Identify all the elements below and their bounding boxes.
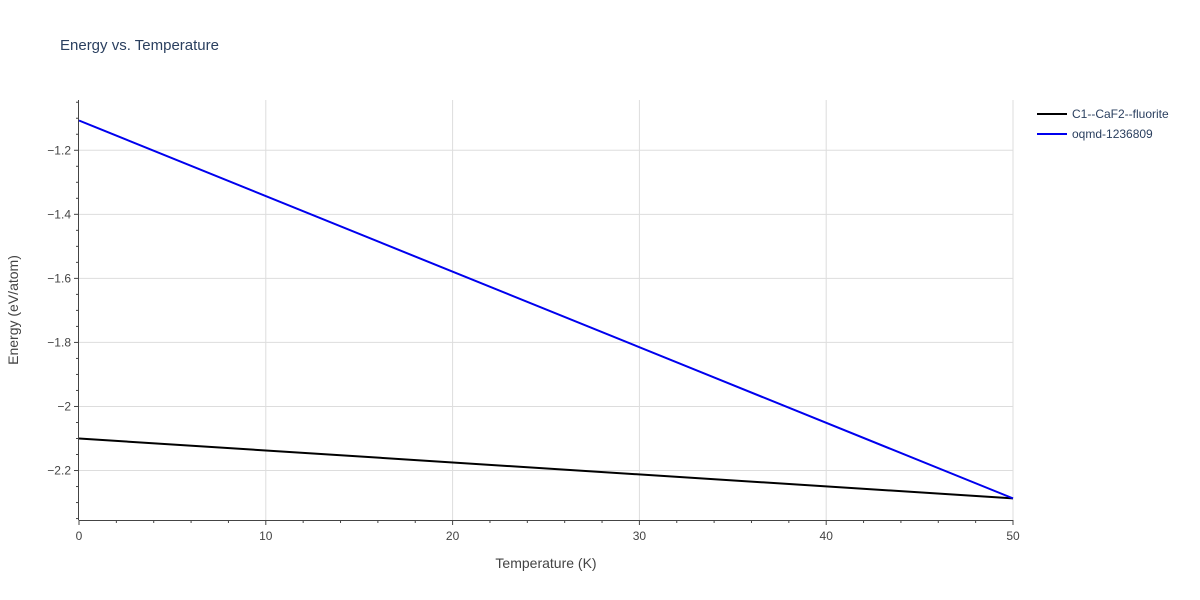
y-tick-label: −1.4 xyxy=(47,207,71,221)
legend-item[interactable]: C1--CaF2--fluorite xyxy=(1037,107,1169,121)
x-tick-label: 50 xyxy=(1006,529,1020,543)
x-tick-label: 20 xyxy=(446,529,460,543)
y-tick-label: −1.2 xyxy=(47,143,71,157)
series-line xyxy=(78,119,1014,500)
x-tick-label: 40 xyxy=(820,529,834,543)
y-tick-label: −2.2 xyxy=(47,464,71,478)
y-axis-ticks: −1.2 −1.4 −1.6 −1.8 −2 −2.2 xyxy=(47,101,79,520)
legend-label: oqmd-1236809 xyxy=(1072,127,1153,141)
y-tick-label: −1.6 xyxy=(47,271,71,285)
x-tick-label: 0 xyxy=(76,529,83,543)
legend[interactable]: C1--CaF2--fluorite oqmd-1236809 xyxy=(1037,107,1169,141)
x-axis-title: Temperature (K) xyxy=(495,555,596,571)
y-tick-label: −1.8 xyxy=(47,335,71,349)
legend-label: C1--CaF2--fluorite xyxy=(1072,107,1169,121)
y-tick-label: −2 xyxy=(57,399,71,413)
x-tick-label: 30 xyxy=(633,529,647,543)
x-axis-ticks: 0 10 20 30 40 50 xyxy=(76,520,1020,543)
series-layer xyxy=(78,119,1014,500)
y-gridlines xyxy=(79,149,1013,472)
legend-item[interactable]: oqmd-1236809 xyxy=(1037,127,1153,141)
series-line xyxy=(78,437,1014,500)
x-tick-label: 10 xyxy=(259,529,273,543)
chart-title: Energy vs. Temperature xyxy=(60,37,219,54)
y-axis-title: Energy (eV/atom) xyxy=(5,255,21,365)
